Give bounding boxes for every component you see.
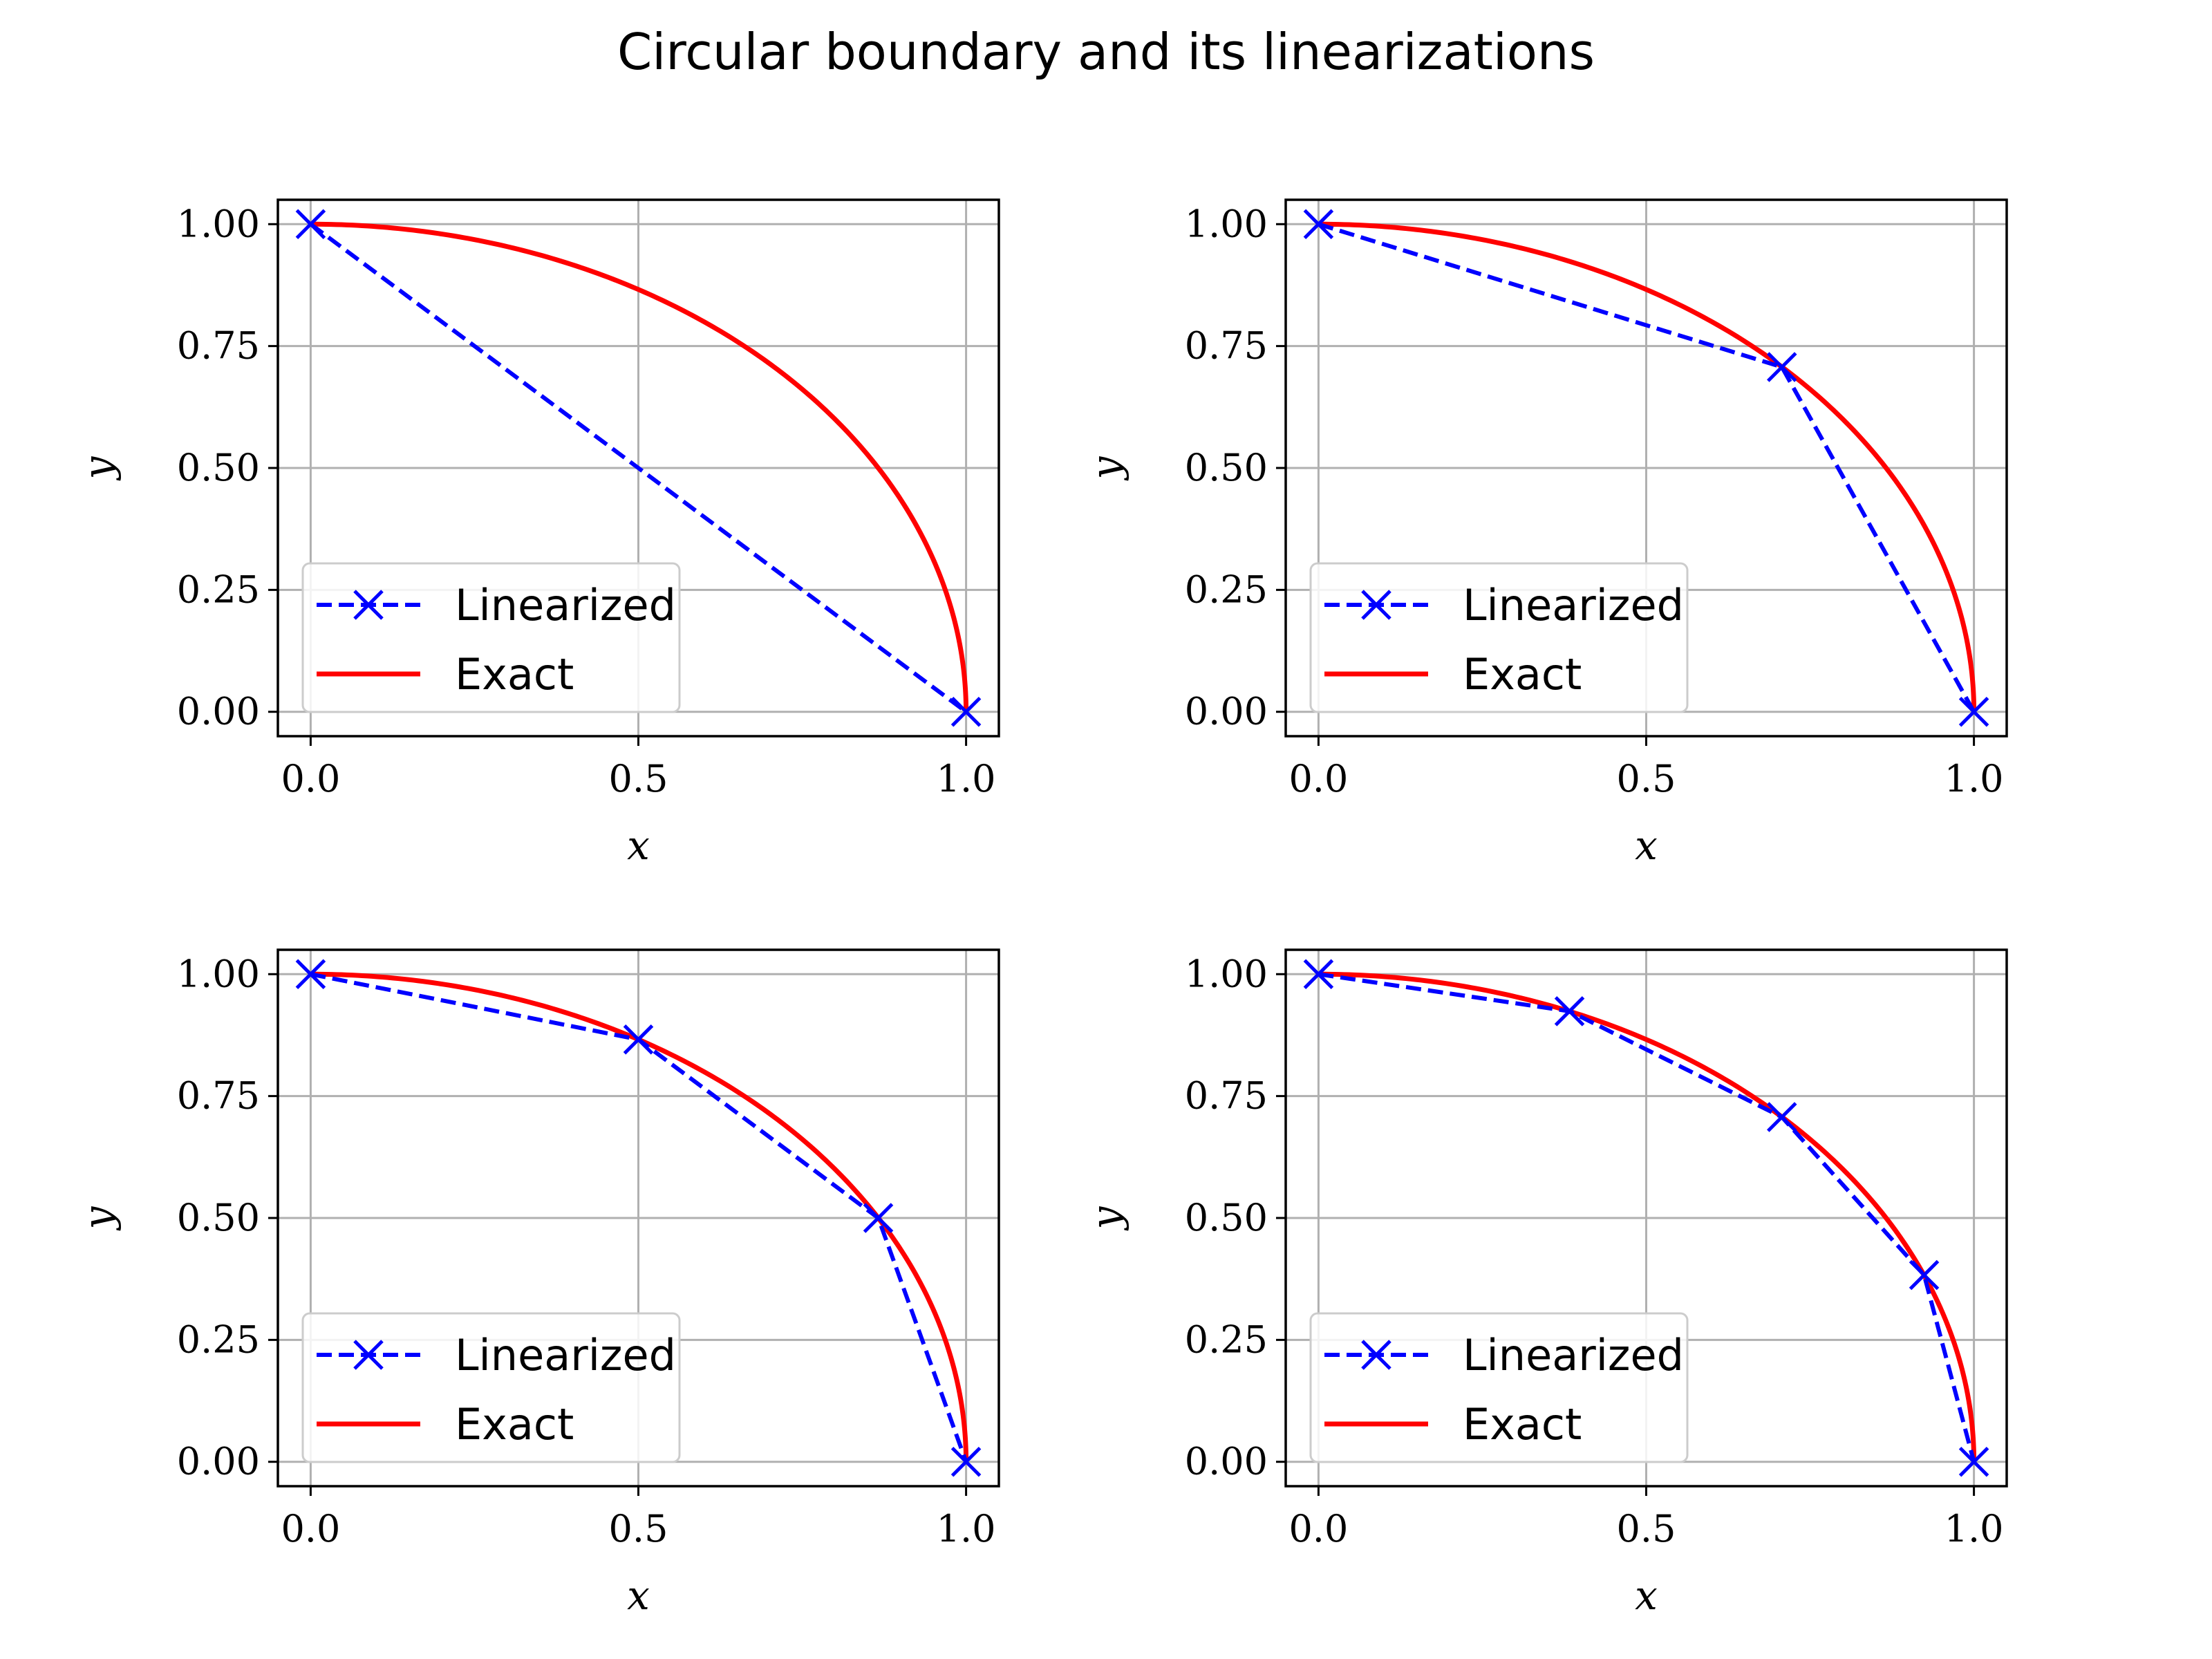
x-axis-label: x [627,1572,650,1619]
x-tick-label: 1.0 [937,757,996,800]
marker-stroke [863,1203,894,1233]
x-tick-label: 0.0 [281,1507,340,1550]
linearized-marker [1909,1259,1940,1291]
legend-label: Linearized [1463,1330,1684,1380]
legend-label: Linearized [455,580,676,630]
linearized-marker [863,1203,894,1233]
marker-stroke [1554,996,1585,1027]
legend: Linearized Exact [301,1312,681,1463]
linearized-marker [950,1446,982,1477]
linearized-marker [1767,1102,1797,1132]
legend-marker-stroke [1361,1340,1391,1370]
x-axis-label: x [1635,822,1658,869]
legend-marker-stroke [1361,590,1391,620]
x-tick-label: 0.5 [1617,757,1676,800]
y-tick-label: 0.25 [177,568,260,611]
marker-stroke [1303,959,1334,990]
linearized-marker [1303,209,1334,240]
linearized-marker [295,209,326,240]
y-tick-label: 0.50 [1185,446,1268,489]
subplot-1: 0.0 0.5 1.0 0.00 0.25 0.50 0.75 1.00 x y Linearize… [75,198,1000,869]
exact-curve [310,221,969,712]
y-tick-label: 0.00 [1185,1440,1268,1483]
legend-marker-stroke [353,1340,384,1370]
marker-stroke [950,696,982,727]
linearized-marker [1958,696,1989,727]
axes-frame [1284,198,2008,738]
x-tick-label: 0.0 [281,757,340,800]
y-tick-label: 0.25 [177,1318,260,1361]
axes-frame [276,948,1000,1488]
x-tick-label: 0.5 [609,757,668,800]
marker-stroke [295,209,326,240]
legend-label: Linearized [1463,580,1684,630]
marker-stroke [1767,1102,1797,1132]
linearized-line [1318,222,1976,713]
y-axis-label: y [1082,1206,1130,1231]
y-tick-label: 1.00 [1185,952,1268,995]
x-tick-label: 0.5 [609,1507,668,1550]
x-tick-label: 0.5 [1617,1507,1676,1550]
y-tick-label: 0.25 [1185,568,1268,611]
marker-stroke [1767,352,1797,382]
y-tick-label: 0.75 [1185,1074,1268,1118]
exact-curve [310,971,969,1462]
y-tick-label: 0.50 [177,1196,260,1239]
linearized-marker [1767,352,1797,382]
linearized-marker [1303,959,1334,990]
y-tick-label: 0.50 [1185,1196,1268,1239]
y-axis-label: y [1082,456,1130,481]
x-tick-label: 0.0 [1288,757,1348,800]
subplot-2: 0.0 0.5 1.0 0.00 0.25 0.50 0.75 1.00 x y Linearize… [1082,198,2008,869]
y-tick-label: 0.75 [177,1074,260,1118]
y-tick-label: 0.00 [177,1440,260,1483]
y-tick-label: 1.00 [1185,202,1268,245]
y-tick-label: 0.75 [177,324,260,368]
legend: Linearized Exact [1309,562,1689,713]
marker-stroke [1303,209,1334,240]
marker-stroke [1958,1446,1989,1477]
figure-title: Circular boundary and its linearizations [617,23,1595,81]
subplot-3: 0.0 0.5 1.0 0.00 0.25 0.50 0.75 1.00 x y Linearize… [75,948,1000,1619]
x-tick-label: 1.0 [1944,757,2004,800]
legend-label: Exact [455,649,574,700]
axes-frame [1284,948,2008,1488]
x-axis-label: x [1635,1572,1658,1619]
y-tick-label: 0.25 [1185,1318,1268,1361]
marker-stroke [295,959,326,990]
marker-stroke [623,1024,654,1055]
x-tick-label: 0.0 [1288,1507,1348,1550]
legend-marker-stroke [353,590,384,620]
y-tick-label: 0.00 [177,690,260,733]
axes-frame [276,198,1000,738]
y-tick-label: 1.00 [177,952,260,995]
x-tick-label: 1.0 [937,1507,996,1550]
legend-label: Exact [1463,1399,1582,1450]
linearized-marker [950,696,982,727]
linearized-marker [623,1024,654,1055]
y-tick-label: 0.50 [177,446,260,489]
y-tick-label: 0.00 [1185,690,1268,733]
y-axis-label: y [75,456,122,481]
y-tick-label: 1.00 [177,202,260,245]
legend-label: Exact [455,1399,574,1450]
marker-stroke [950,1446,982,1477]
legend-label: Linearized [455,1330,676,1380]
marker-stroke [1958,696,1989,727]
linearized-line [310,972,968,1463]
linearized-line [309,222,968,714]
linearized-marker [295,959,326,990]
legend-label: Exact [1463,649,1582,700]
linearized-marker [1958,1446,1989,1477]
x-tick-label: 1.0 [1944,1507,2004,1550]
subplot-4: 0.0 0.5 1.0 0.00 0.25 0.50 0.75 1.00 x y Linearize… [1082,948,2008,1619]
y-axis-label: y [75,1206,122,1231]
legend: Linearized Exact [1309,1312,1689,1463]
legend: Linearized Exact [301,562,681,713]
marker-stroke [1909,1259,1940,1291]
linearized-marker [1554,996,1585,1027]
y-tick-label: 0.75 [1185,324,1268,368]
x-axis-label: x [627,822,650,869]
